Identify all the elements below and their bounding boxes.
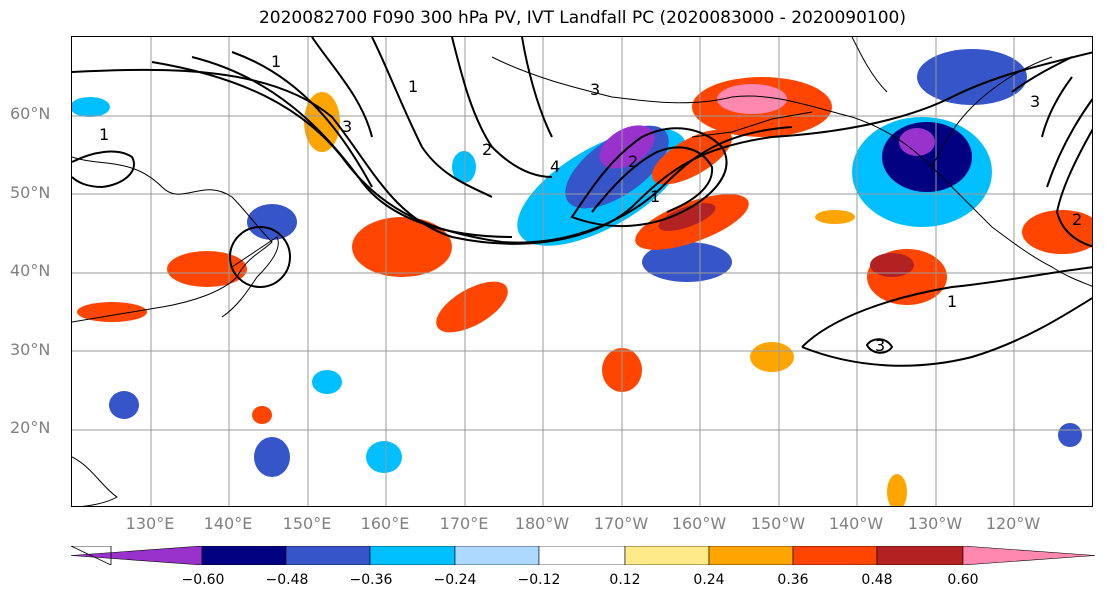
contour-label: 3 <box>1030 92 1040 111</box>
contour-label: 1 <box>99 125 109 144</box>
contour-label: 1 <box>408 77 418 96</box>
colorbar-tick-label: 0.48 <box>861 572 893 588</box>
neg-anomaly-small1 <box>452 151 476 183</box>
neg-anomaly-aleutian-peak <box>599 125 655 169</box>
colorbar-tick-label: −0.24 <box>433 572 477 588</box>
colorbar-tick-label: −0.60 <box>181 572 225 588</box>
contour-label: 3 <box>875 336 885 355</box>
contour-label: 3 <box>590 80 600 99</box>
lon-label: 170°W <box>593 514 649 533</box>
pos-anomaly-east-core <box>870 253 914 277</box>
colorbar <box>71 546 1095 565</box>
pos-anomaly-west <box>352 217 452 277</box>
contour-label: 1 <box>271 52 281 71</box>
colorbar-segment <box>962 546 1095 565</box>
pos-anomaly-small4 <box>252 406 272 424</box>
colorbar-segment <box>624 546 710 565</box>
contour-label: 1 <box>650 187 660 206</box>
colorbar-tick-label: 0.24 <box>693 572 725 588</box>
pos-anomaly-south2 <box>750 342 794 372</box>
contour-label: 1 <box>947 292 957 311</box>
neg-anomaly-japan <box>247 204 297 240</box>
colorbar-segment <box>538 546 626 565</box>
lat-label-30n: 30°N <box>10 340 51 359</box>
colorbar-segment <box>369 546 456 565</box>
shading-layer <box>72 49 1092 506</box>
neg-anomaly-small4 <box>1058 423 1082 447</box>
contour-label: 4 <box>550 157 560 176</box>
neg-anomaly-south2 <box>366 441 402 473</box>
lon-label: 160°W <box>671 514 727 533</box>
lon-label: 130°E <box>125 514 175 533</box>
lon-label: 170°E <box>439 514 489 533</box>
colorbar-segment <box>876 546 964 565</box>
colorbar-segment <box>285 546 371 565</box>
lon-label: 140°E <box>203 514 253 533</box>
colorbar-segment <box>708 546 794 565</box>
contour-label: 2 <box>1072 210 1082 229</box>
lat-label-50n: 50°N <box>10 183 51 202</box>
pos-anomaly-coast <box>1022 210 1092 254</box>
neg-anomaly-small2 <box>312 370 342 394</box>
pos-anomaly-small3 <box>815 210 855 224</box>
colorbar-tick-label: 0.12 <box>609 572 641 588</box>
lat-label-60n: 60°N <box>10 104 51 123</box>
colorbar-outline-left <box>71 546 112 565</box>
colorbar-tick-label: −0.12 <box>517 572 561 588</box>
lon-label: 160°E <box>360 514 410 533</box>
colorbar-segment <box>792 546 878 565</box>
contours <box>72 37 1092 367</box>
neg-anomaly-south <box>254 437 290 477</box>
neg-anomaly-arctic <box>917 49 1027 105</box>
lon-label: 130°W <box>907 514 963 533</box>
neg-anomaly-small5 <box>72 97 110 117</box>
contour-label: 3 <box>342 117 352 136</box>
colorbar-tick-label: 0.60 <box>947 572 979 588</box>
lat-label-40n: 40°N <box>10 261 51 280</box>
map-svg: 1 2 3 4 1 2 3 1 1 1 3 2 3 <box>72 37 1092 506</box>
pos-anomaly-alaska-peak <box>717 84 787 114</box>
pos-anomaly-west2 <box>436 281 508 333</box>
pos-anomaly-ridge <box>652 129 732 185</box>
pos-anomaly-japan <box>167 251 247 287</box>
colorbar-segment <box>201 546 287 565</box>
colorbar-tick-label: −0.36 <box>349 572 393 588</box>
contour-label: 2 <box>628 152 638 171</box>
lon-label: 150°W <box>750 514 806 533</box>
pos-anomaly-small1 <box>77 302 147 322</box>
lon-label: 140°W <box>828 514 884 533</box>
neg-anomaly-gulf-alaska-peak <box>899 128 935 156</box>
map-panel: 1 2 3 4 1 2 3 1 1 1 3 2 3 <box>71 36 1093 507</box>
pos-anomaly-central-core <box>658 203 716 231</box>
pos-anomaly-small2 <box>887 474 907 506</box>
coastlines <box>72 37 1092 506</box>
pos-anomaly-north <box>304 92 340 152</box>
lon-label: 120°W <box>985 514 1041 533</box>
map-title: 2020082700 F090 300 hPa PV, IVT Landfall… <box>258 8 906 28</box>
colorbar-tick-label: 0.36 <box>777 572 809 588</box>
contour-label-group: 1 2 3 4 1 2 3 1 1 1 3 2 3 <box>99 52 1082 355</box>
lat-label-20n: 20°N <box>10 418 51 437</box>
colorbar-segment <box>454 546 540 565</box>
neg-anomaly-small3 <box>109 391 139 419</box>
graticule <box>72 37 1092 506</box>
colorbar-segments <box>71 546 1095 565</box>
contour-label: 2 <box>482 140 492 159</box>
neg-anomaly-central <box>642 242 732 282</box>
lon-label: 180°W <box>514 514 570 533</box>
lon-label: 150°E <box>282 514 332 533</box>
colorbar-tick-label: −0.48 <box>265 572 309 588</box>
